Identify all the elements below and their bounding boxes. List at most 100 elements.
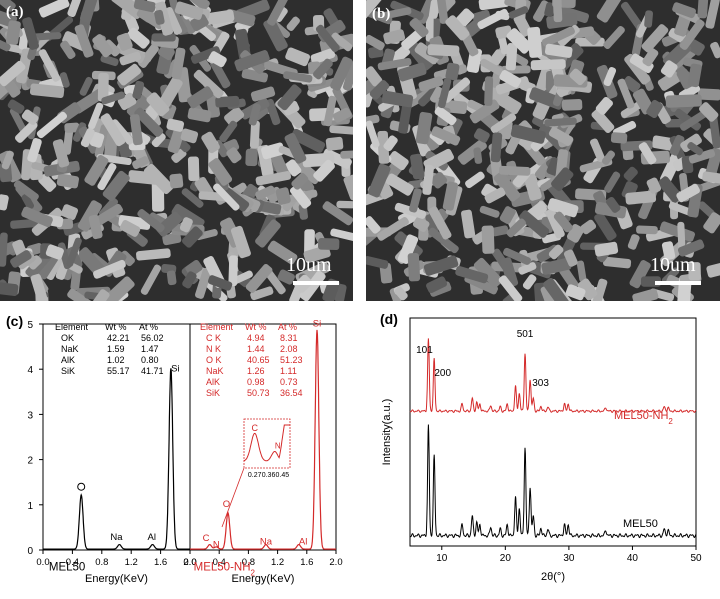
sem-crystal — [0, 60, 26, 87]
sem-crystal — [224, 106, 245, 126]
sem-crystal — [330, 228, 353, 243]
y-tick-label: 4 — [27, 365, 33, 376]
table-cell: SiK — [61, 366, 75, 376]
sem-crystal — [59, 72, 70, 88]
peak-annotation: C — [203, 533, 210, 544]
y-tick-label: 0 — [27, 546, 33, 557]
sem-crystal — [548, 244, 564, 260]
scale-label-a: 10um — [286, 254, 332, 276]
table-cell: 0.73 — [280, 377, 298, 387]
sem-crystal — [473, 147, 483, 164]
sem-crystal — [343, 174, 353, 201]
sem-crystal — [84, 154, 109, 186]
sem-crystal — [194, 267, 212, 299]
sem-crystal — [140, 264, 162, 295]
sem-crystal — [369, 80, 390, 100]
sem-crystal — [119, 51, 142, 66]
sem-crystal — [506, 28, 533, 54]
sem-crystal — [88, 214, 103, 240]
table-cell: NaK — [61, 344, 79, 354]
sem-crystal — [325, 136, 344, 151]
sem-crystal — [132, 80, 145, 100]
peak-annotation: O — [223, 499, 230, 510]
sem-crystal — [102, 170, 130, 202]
sem-crystal — [591, 278, 608, 301]
table-cell: C K — [206, 333, 221, 343]
table-header: At % — [278, 322, 297, 332]
sem-crystal — [544, 117, 577, 127]
sem-crystal — [553, 211, 573, 233]
sem-crystal — [676, 183, 701, 203]
sem-crystal — [29, 83, 65, 99]
sem-crystal — [697, 88, 720, 101]
sem-crystal — [410, 153, 425, 180]
sem-crystal — [136, 248, 171, 261]
peak-annotation: Na — [260, 537, 273, 548]
y-tick-label: 2 — [27, 456, 33, 467]
sem-crystal — [510, 124, 546, 144]
sem-crystal — [366, 114, 380, 127]
sem-crystal — [171, 148, 187, 163]
sem-crystal — [79, 0, 98, 23]
x-tick-label: 40 — [627, 553, 639, 564]
sem-crystal — [646, 99, 663, 119]
sem-crystal — [669, 134, 685, 156]
inset-tick-label: 0.36 — [262, 472, 276, 479]
sem-crystal — [67, 288, 95, 301]
sem-crystal — [366, 216, 381, 234]
sem-crystal — [284, 132, 307, 164]
sem-crystal — [317, 238, 340, 251]
sem-crystal — [0, 281, 19, 296]
x-tick-label: 1.2 — [271, 557, 284, 568]
xrd-line-mel50 — [409, 424, 697, 539]
sem-crystal — [636, 225, 658, 235]
sem-crystal — [250, 86, 276, 102]
sem-crystal — [565, 284, 586, 301]
sem-crystal — [100, 54, 119, 67]
xrd-line-mel50-nh2 — [409, 338, 697, 413]
sem-crystal — [437, 77, 452, 109]
peak-label-303: 303 — [532, 378, 549, 389]
annotation-o-marker — [77, 482, 86, 491]
sem-crystal — [0, 0, 16, 12]
sem-crystal — [255, 171, 292, 186]
sem-crystal — [596, 0, 624, 23]
sem-crystal — [490, 132, 503, 163]
sem-crystal — [622, 75, 641, 93]
table-cell: SiK — [206, 388, 220, 398]
xrd-chart: (d) 10 20 30 40 50 2θ(°) Intensity(a.u.) 101 200… — [380, 311, 702, 583]
sem-crystal — [541, 26, 575, 47]
sem-crystal — [366, 34, 385, 51]
sem-crystal — [21, 206, 53, 228]
sem-crystal — [601, 150, 616, 165]
table-cell: 1.47 — [141, 344, 159, 354]
sem-crystal — [159, 77, 183, 108]
sem-crystal — [422, 164, 434, 195]
sem-crystal — [457, 139, 487, 165]
sem-crystal — [190, 46, 221, 64]
sem-crystal — [171, 203, 205, 231]
table-cell: 0.80 — [141, 355, 159, 365]
sem-crystal — [330, 56, 353, 91]
sem-crystal — [329, 125, 353, 135]
sem-crystal — [398, 98, 413, 134]
sem-crystal — [340, 150, 353, 159]
sem-image-b: (b) 10um — [366, 0, 720, 301]
scale-bar-a — [293, 281, 339, 285]
sem-crystal — [478, 0, 510, 11]
inset-pointer — [221, 467, 245, 528]
sem-crystal — [594, 212, 617, 241]
sem-crystal — [80, 128, 95, 148]
sem-crystal — [119, 220, 141, 237]
sem-crystal — [500, 257, 519, 288]
sem-crystal — [563, 249, 578, 267]
x-tick-label: 0.4 — [213, 557, 226, 568]
sem-crystal — [5, 20, 21, 45]
sem-crystal — [484, 76, 494, 106]
sem-crystal — [498, 275, 523, 301]
sem-crystal — [610, 132, 628, 144]
sem-crystal — [423, 255, 459, 276]
sem-crystal — [506, 218, 526, 238]
sem-texture-a — [0, 0, 353, 301]
sem-crystal — [88, 102, 104, 130]
